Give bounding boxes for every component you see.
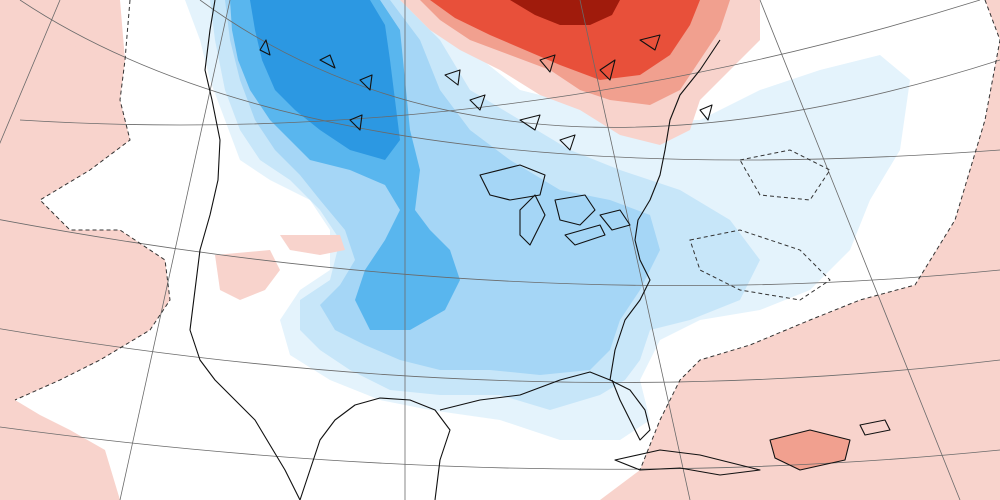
warm-anomaly-pacific-west	[0, 40, 120, 160]
warm-anomaly-southwest	[215, 250, 280, 300]
lakes	[259, 34, 713, 151]
coastlines	[189, 0, 891, 500]
zero-anomaly-contour	[14, 0, 1000, 471]
warm-anomaly-caribbean	[770, 430, 850, 470]
cool-anomaly-extreme	[250, 0, 400, 160]
warm-anomaly-strong-north	[430, 0, 700, 80]
warm-anomaly-extreme-north	[510, 0, 620, 25]
warm-anomaly-southwest-2	[280, 235, 345, 255]
